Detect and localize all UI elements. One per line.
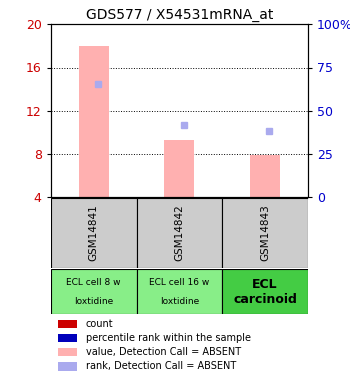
Title: GDS577 / X54531mRNA_at: GDS577 / X54531mRNA_at	[86, 8, 273, 22]
Bar	[51, 198, 136, 268]
Text: ECL cell 8 w: ECL cell 8 w	[66, 278, 121, 287]
Text: loxtidine: loxtidine	[160, 297, 199, 306]
Bar	[222, 269, 308, 314]
Text: value, Detection Call = ABSENT: value, Detection Call = ABSENT	[86, 347, 241, 357]
Text: rank, Detection Call = ABSENT: rank, Detection Call = ABSENT	[86, 362, 236, 371]
Bar	[222, 198, 308, 268]
Bar	[79, 46, 108, 197]
Text: ECL
carcinoid: ECL carcinoid	[233, 278, 297, 306]
Bar	[136, 269, 222, 314]
Text: percentile rank within the sample: percentile rank within the sample	[86, 333, 251, 343]
Text: count: count	[86, 319, 113, 328]
Text: GSM14842: GSM14842	[174, 205, 184, 261]
Bar	[136, 198, 222, 268]
Bar	[164, 140, 194, 197]
Bar	[250, 155, 280, 197]
Text: GSM14841: GSM14841	[89, 205, 99, 261]
Text: GSM14843: GSM14843	[260, 205, 270, 261]
Text: ECL cell 16 w: ECL cell 16 w	[149, 278, 210, 287]
Text: loxtidine: loxtidine	[74, 297, 113, 306]
Bar	[51, 269, 136, 314]
